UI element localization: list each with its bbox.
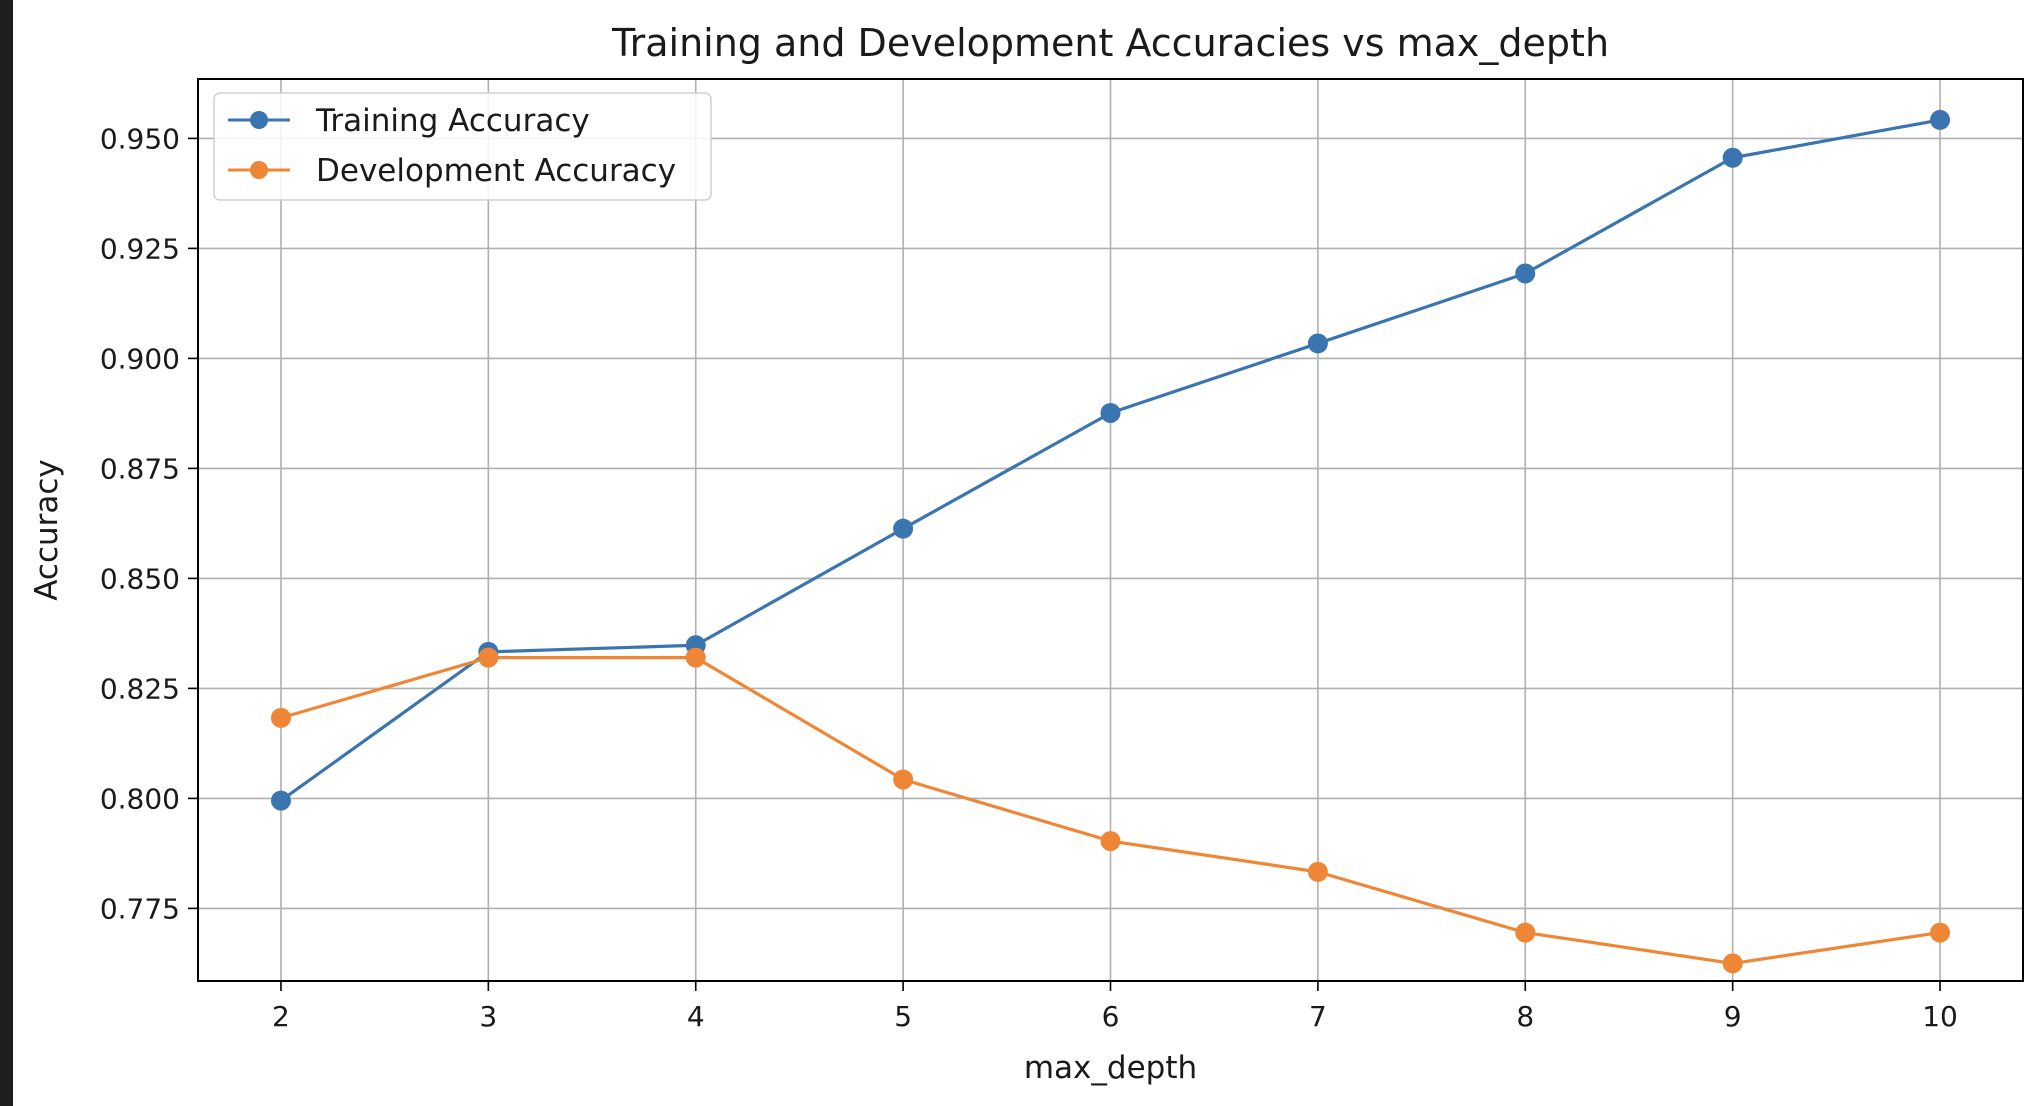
data-point-training — [1930, 109, 1951, 130]
legend-label-development: Development Accuracy — [316, 153, 676, 189]
x-tick-label: 2 — [272, 1000, 290, 1033]
x-tick-label: 4 — [687, 1000, 705, 1033]
data-point-training — [893, 518, 914, 539]
data-point-training — [1100, 402, 1121, 423]
y-axis-title: Accuracy — [29, 459, 65, 601]
legend-marker-training — [250, 111, 268, 129]
x-tick-label: 9 — [1724, 1000, 1742, 1033]
y-tick-label: 0.900 — [100, 342, 180, 375]
y-tick-label: 0.825 — [100, 672, 180, 705]
y-tick-label: 0.800 — [100, 782, 180, 815]
data-point-development — [685, 647, 706, 668]
x-tick-label: 3 — [479, 1000, 497, 1033]
data-point-development — [1515, 922, 1536, 943]
chart-title: Training and Development Accuracies vs m… — [611, 21, 1609, 65]
legend-box — [213, 92, 712, 201]
y-tick-label: 0.875 — [100, 452, 180, 485]
data-point-training — [1307, 333, 1328, 354]
y-tick-label: 0.850 — [100, 562, 180, 595]
legend: Training Accuracy Development Accuracy — [213, 92, 712, 201]
data-point-development — [478, 647, 499, 668]
x-tick-label: 10 — [1922, 1000, 1958, 1033]
x-tick-label: 6 — [1102, 1000, 1120, 1033]
legend-marker-development — [250, 161, 268, 179]
data-point-development — [1930, 922, 1951, 943]
data-point-training — [1515, 263, 1536, 284]
series-group — [270, 109, 1951, 974]
legend-label-training: Training Accuracy — [315, 103, 590, 139]
data-point-development — [893, 769, 914, 790]
data-point-development — [1100, 831, 1121, 852]
x-tick-label: 5 — [894, 1000, 912, 1033]
y-tick-label: 0.950 — [100, 122, 180, 155]
gridlines — [198, 79, 2023, 981]
data-point-training — [1722, 147, 1743, 168]
data-point-development — [1722, 953, 1743, 974]
x-tick-label: 7 — [1309, 1000, 1327, 1033]
x-tick-label: 8 — [1516, 1000, 1534, 1033]
data-point-development — [1307, 861, 1328, 882]
y-tick-label: 0.925 — [100, 232, 180, 265]
y-tick-label: 0.775 — [100, 892, 180, 925]
axis-ticks: 2 3 4 5 6 7 8 9 10 0.775 0.800 0.825 0.850 0.875 0.900… — [100, 122, 1958, 1033]
x-axis-title: max_depth — [1024, 1050, 1197, 1086]
data-point-training — [270, 790, 291, 811]
data-point-development — [270, 707, 291, 728]
